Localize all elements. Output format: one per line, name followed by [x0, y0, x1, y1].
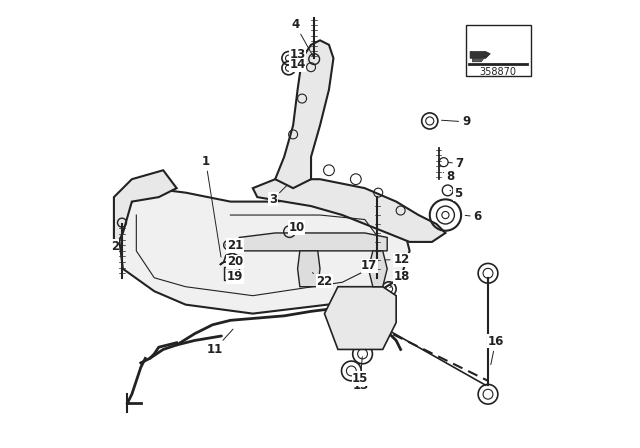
Polygon shape — [224, 267, 239, 280]
Text: 3: 3 — [269, 185, 287, 206]
Text: 19: 19 — [227, 270, 243, 284]
Text: 20: 20 — [227, 255, 243, 268]
Text: 21: 21 — [227, 239, 243, 252]
Text: 12: 12 — [385, 253, 410, 267]
Text: 5: 5 — [450, 187, 462, 200]
Text: 10: 10 — [289, 221, 305, 234]
Bar — [466, 25, 531, 76]
Text: 358870: 358870 — [479, 67, 516, 77]
Text: 8: 8 — [443, 170, 455, 183]
Text: 1: 1 — [202, 155, 221, 257]
Text: 4: 4 — [291, 18, 313, 56]
Polygon shape — [114, 170, 177, 251]
Polygon shape — [324, 287, 396, 349]
Text: 18: 18 — [390, 270, 410, 288]
Text: 7: 7 — [448, 157, 464, 170]
Polygon shape — [470, 52, 490, 58]
Polygon shape — [118, 188, 410, 314]
Text: 11: 11 — [207, 329, 233, 356]
Text: 16: 16 — [488, 335, 504, 365]
Polygon shape — [369, 251, 387, 287]
Polygon shape — [472, 56, 486, 62]
Text: 22: 22 — [312, 273, 333, 288]
Text: 15: 15 — [352, 357, 369, 385]
Polygon shape — [275, 40, 333, 188]
Text: 6: 6 — [465, 210, 482, 224]
Text: 13: 13 — [352, 374, 369, 392]
Polygon shape — [239, 233, 387, 251]
Text: 14: 14 — [289, 58, 306, 72]
Polygon shape — [253, 179, 445, 242]
Text: 13: 13 — [289, 48, 306, 61]
Text: 9: 9 — [442, 115, 470, 129]
Text: 2: 2 — [111, 240, 122, 253]
Polygon shape — [298, 251, 320, 287]
Text: 17: 17 — [361, 255, 378, 272]
